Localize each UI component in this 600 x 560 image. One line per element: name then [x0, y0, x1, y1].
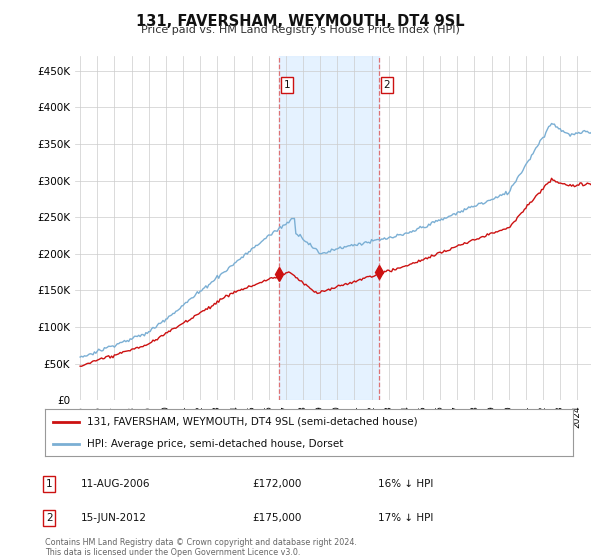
Text: HPI: Average price, semi-detached house, Dorset: HPI: Average price, semi-detached house,… [87, 438, 344, 449]
Text: Price paid vs. HM Land Registry's House Price Index (HPI): Price paid vs. HM Land Registry's House … [140, 25, 460, 35]
Text: £172,000: £172,000 [252, 479, 301, 489]
Text: 1: 1 [284, 80, 290, 90]
Bar [280, 56, 379, 400]
Text: 2: 2 [46, 513, 53, 523]
Text: 16% ↓ HPI: 16% ↓ HPI [378, 479, 433, 489]
Text: 17% ↓ HPI: 17% ↓ HPI [378, 513, 433, 523]
Text: 1: 1 [46, 479, 53, 489]
Text: 2: 2 [383, 80, 390, 90]
Text: Contains HM Land Registry data © Crown copyright and database right 2024.
This d: Contains HM Land Registry data © Crown c… [45, 538, 357, 557]
Text: £175,000: £175,000 [252, 513, 301, 523]
Text: 131, FAVERSHAM, WEYMOUTH, DT4 9SL: 131, FAVERSHAM, WEYMOUTH, DT4 9SL [136, 14, 464, 29]
Text: 131, FAVERSHAM, WEYMOUTH, DT4 9SL (semi-detached house): 131, FAVERSHAM, WEYMOUTH, DT4 9SL (semi-… [87, 417, 418, 427]
Text: 15-JUN-2012: 15-JUN-2012 [81, 513, 147, 523]
Text: 11-AUG-2006: 11-AUG-2006 [81, 479, 151, 489]
